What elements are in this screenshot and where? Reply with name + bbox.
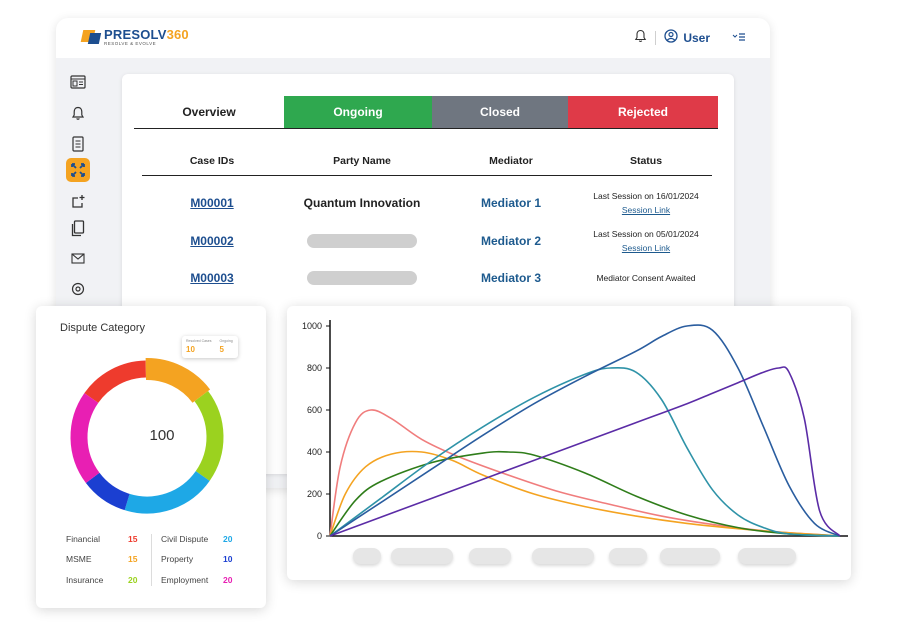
- column-header-status: Status: [629, 154, 663, 167]
- y-tick-label: 400: [307, 447, 322, 457]
- legend-item: Employment 20: [161, 575, 233, 585]
- column-header-case-ids: Case IDs: [189, 154, 235, 167]
- x-axis-filter-pill[interactable]: [353, 548, 381, 564]
- series-line-5: [329, 324, 841, 537]
- donut-slice-insurance: [194, 390, 224, 481]
- ongoing-value: 5: [219, 345, 224, 354]
- table-row: M00003 Mediator 3 Mediator Consent Await…: [142, 261, 712, 295]
- dispute-category-card: Dispute Category Resolved Cases 10 Ongoin…: [36, 306, 266, 608]
- x-axis-filter-pill[interactable]: [532, 548, 594, 564]
- tab-ongoing[interactable]: Ongoing: [284, 96, 432, 128]
- x-axis-filter-pill[interactable]: [391, 548, 453, 564]
- column-header-mediator: Mediator: [489, 154, 533, 167]
- files-icon[interactable]: [66, 216, 90, 240]
- dashboard-icon[interactable]: [66, 70, 90, 94]
- app-logo[interactable]: PRESOLV360 RESOLVE & EVOLVE: [80, 27, 189, 47]
- trend-line-chart: 0 200 400 600 800 1000: [302, 320, 848, 541]
- ongoing-label: Ongoing: [219, 339, 233, 343]
- series-line-4: [329, 366, 841, 537]
- trend-chart-card: 0 200 400 600 800 1000: [287, 306, 851, 580]
- user-label: User: [683, 30, 710, 45]
- sidebar: [56, 58, 100, 488]
- legend-item: Civil Dispute 20: [161, 534, 233, 544]
- user-menu[interactable]: User: [664, 29, 710, 46]
- table-row: M00002 Mediator 2 Last Session on 05/01/…: [142, 224, 712, 258]
- tab-closed[interactable]: Closed: [432, 96, 568, 128]
- table-row: M00001 Quantum Innovation Mediator 1 Las…: [142, 186, 712, 220]
- tab-overview[interactable]: Overview: [134, 96, 284, 128]
- party-name-placeholder: [307, 234, 417, 248]
- legend-item: Property 10: [161, 554, 233, 564]
- settings-icon[interactable]: [66, 277, 90, 301]
- case-id-link[interactable]: M00001: [190, 196, 234, 210]
- share-icon[interactable]: [66, 189, 90, 213]
- mediator-name: Mediator 3: [480, 271, 541, 285]
- tab-rejected[interactable]: Rejected: [568, 96, 718, 128]
- dispute-legend: Financial 15 MSME 15 Insurance 20 Civil Dis…: [66, 534, 246, 590]
- dispute-donut-chart: [70, 358, 224, 514]
- document-icon[interactable]: [66, 132, 90, 156]
- dispute-total: 100: [149, 427, 175, 444]
- logo-tagline: RESOLVE & EVOLVE: [104, 41, 157, 46]
- legend-divider: [151, 534, 152, 586]
- donut-slice-msme: [145, 358, 211, 404]
- case-id-link[interactable]: M00002: [190, 234, 234, 248]
- mail-icon[interactable]: [66, 246, 90, 270]
- mediator-name: Mediator 1: [480, 196, 541, 210]
- status-text: Mediator Consent Awaited: [596, 273, 696, 283]
- party-name: Quantum Innovation: [303, 196, 421, 210]
- legend-item: Insurance 20: [66, 575, 138, 585]
- x-axis-filter-pill[interactable]: [660, 548, 720, 564]
- status-tabs: Overview Ongoing Closed Rejected: [134, 96, 718, 129]
- series-line-3: [329, 450, 841, 537]
- bell-icon[interactable]: [634, 29, 647, 46]
- legend-item: Financial 15: [66, 534, 138, 544]
- x-axis-filter-pill[interactable]: [738, 548, 796, 564]
- mediator-name: Mediator 2: [480, 234, 541, 248]
- resolved-label: Resolved Cases: [186, 339, 212, 343]
- top-bar: PRESOLV360 RESOLVE & EVOLVE User: [56, 18, 770, 58]
- dispute-title: Dispute Category: [60, 322, 145, 334]
- donut-slice-property: [85, 472, 130, 511]
- divider: [655, 30, 657, 45]
- series-line-6: [329, 366, 841, 537]
- y-tick-label: 800: [307, 363, 322, 373]
- y-tick-label: 600: [307, 405, 322, 415]
- logo-text: PRESOLV360: [104, 27, 189, 42]
- legend-item: MSME 15: [66, 554, 138, 564]
- status-text: Last Session on 16/01/2024: [593, 191, 699, 201]
- logo-mark-icon: [80, 30, 102, 44]
- session-link[interactable]: Session Link: [621, 205, 671, 215]
- party-name-placeholder: [307, 271, 417, 285]
- donut-slice-financial: [84, 360, 147, 404]
- donut-slice-civil-dispute: [124, 470, 210, 514]
- case-summary-badge: Resolved Cases 10 Ongoing 5: [182, 336, 238, 358]
- x-axis-filter-pill[interactable]: [609, 548, 647, 564]
- donut-slice-employment: [70, 393, 100, 484]
- table-header: Case IDs Party Name Mediator Status: [142, 146, 712, 176]
- y-tick-label: 1000: [302, 321, 322, 331]
- cases-icon[interactable]: [66, 158, 90, 182]
- user-circle-icon: [664, 29, 678, 46]
- series-line-2: [329, 450, 841, 537]
- case-id-link[interactable]: M00003: [190, 271, 234, 285]
- resolved-value: 10: [186, 345, 195, 354]
- menu-icon[interactable]: [732, 31, 746, 45]
- session-link[interactable]: Session Link: [621, 243, 671, 253]
- y-tick-label: 200: [307, 489, 322, 499]
- status-text: Last Session on 05/01/2024: [593, 229, 699, 239]
- notification-icon[interactable]: [66, 101, 90, 125]
- x-axis-filter-pill[interactable]: [469, 548, 511, 564]
- y-tick-label: 0: [317, 531, 322, 541]
- column-header-party-name: Party Name: [333, 154, 391, 167]
